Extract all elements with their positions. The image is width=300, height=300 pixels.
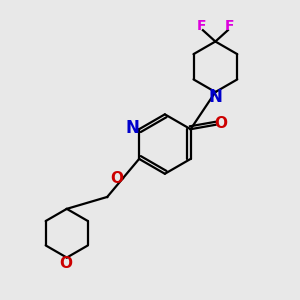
Text: O: O <box>214 116 227 131</box>
Text: F: F <box>225 19 234 33</box>
Text: O: O <box>110 171 123 186</box>
Text: N: N <box>208 88 222 106</box>
Text: F: F <box>197 19 206 33</box>
Text: N: N <box>126 119 140 137</box>
Text: O: O <box>60 256 73 271</box>
